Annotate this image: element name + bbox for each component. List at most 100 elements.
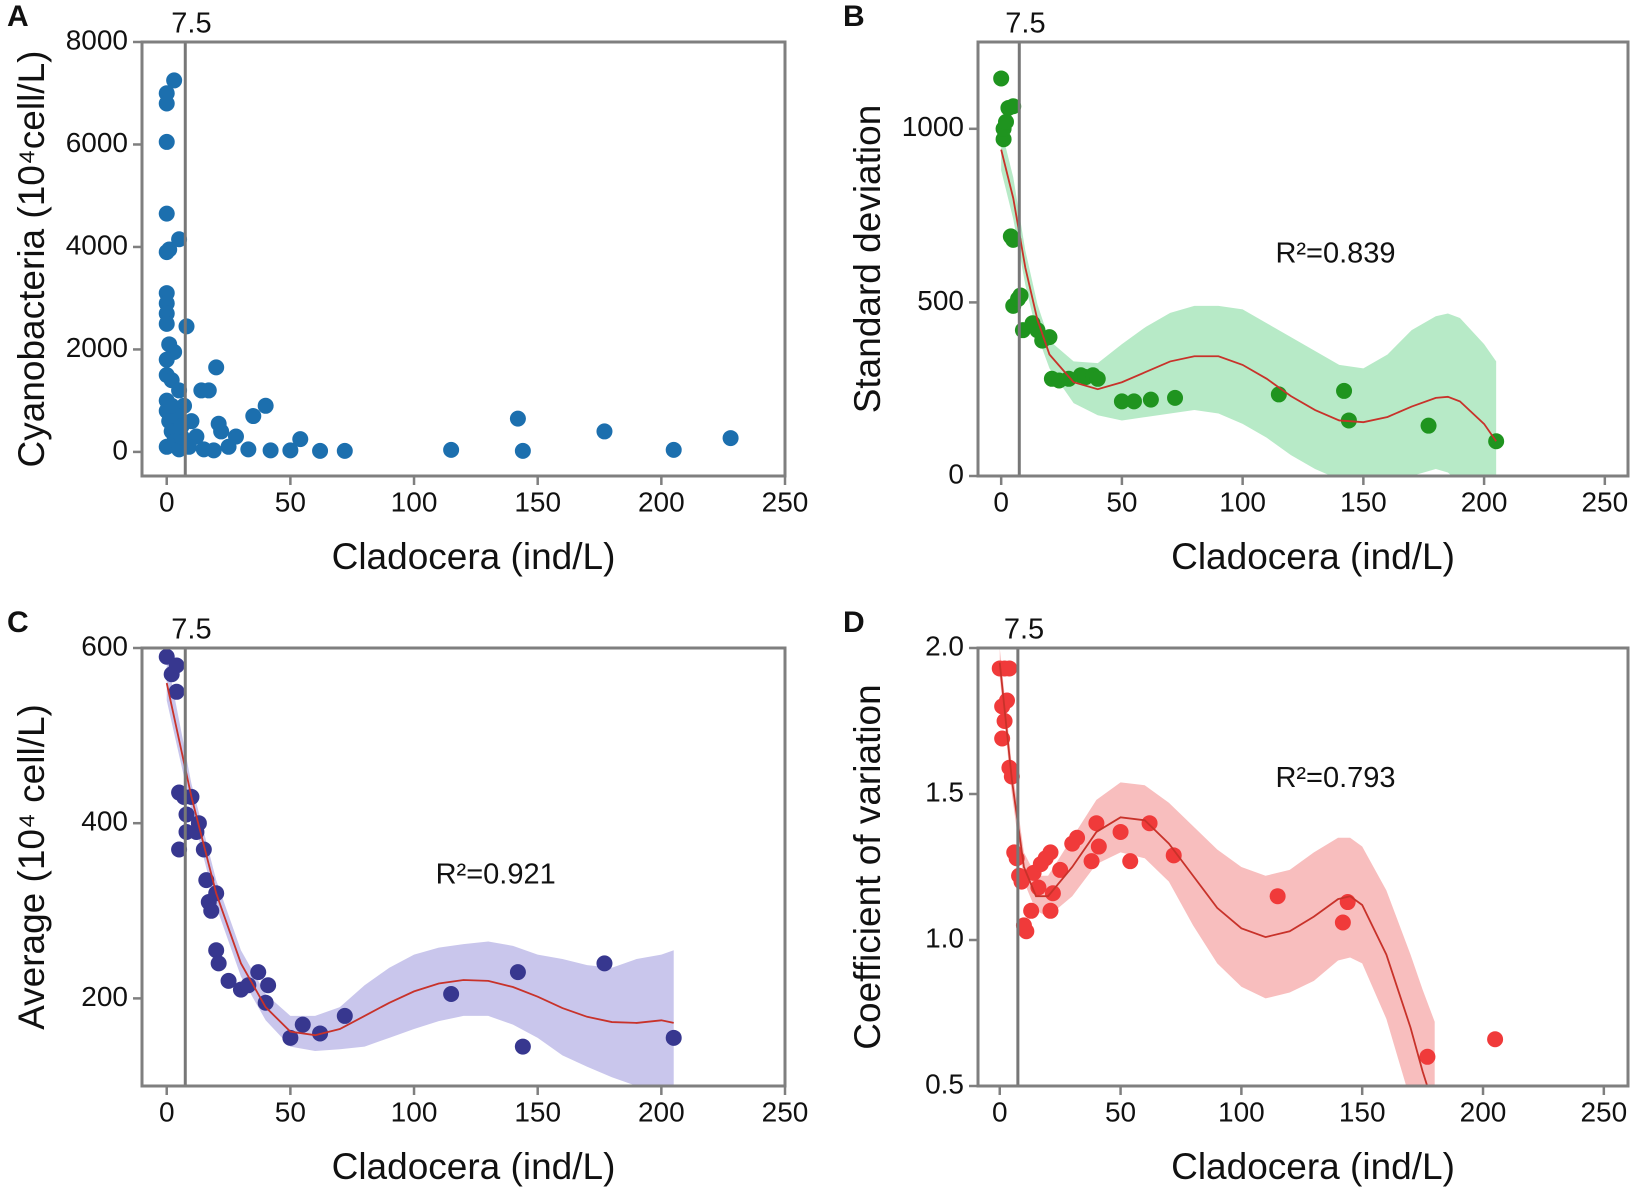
data-point xyxy=(1005,98,1022,115)
reference-label: 7.5 xyxy=(1004,614,1044,646)
y-tick-label: 600 xyxy=(81,630,128,661)
data-point xyxy=(1270,386,1287,403)
data-point xyxy=(443,441,460,458)
data-point xyxy=(240,977,257,994)
data-point xyxy=(158,438,175,455)
x-tick-label: 100 xyxy=(1218,1096,1265,1127)
reference-label: 7.5 xyxy=(171,8,211,40)
data-point xyxy=(993,70,1010,87)
data-point xyxy=(240,441,257,458)
x-tick-label: 150 xyxy=(514,486,561,517)
data-point xyxy=(208,359,225,376)
data-point xyxy=(213,423,230,440)
data-point xyxy=(509,410,526,427)
confidence-band xyxy=(999,648,1435,1086)
data-point xyxy=(292,431,309,448)
data-point xyxy=(171,231,188,248)
plot-frame xyxy=(140,646,787,1088)
x-tick-label: 50 xyxy=(1105,1096,1136,1127)
y-tick-label: 1000 xyxy=(902,111,964,142)
data-point xyxy=(998,692,1015,709)
data-point xyxy=(158,244,175,261)
data-point xyxy=(1141,815,1158,832)
data-point xyxy=(1420,417,1437,434)
y-tick-label: 4000 xyxy=(66,229,128,260)
x-axis-label: Cladocera (ind/L) xyxy=(332,1146,616,1187)
x-tick-label: 100 xyxy=(391,1096,438,1127)
fit-line xyxy=(1000,149,1497,442)
x-tick-label: 150 xyxy=(1340,486,1387,517)
data-point xyxy=(203,902,220,919)
data-point xyxy=(665,1029,682,1046)
data-point xyxy=(1167,389,1184,406)
data-point xyxy=(1487,1031,1504,1048)
data-point xyxy=(1269,888,1286,905)
x-tick-label: 0 xyxy=(992,1096,1008,1127)
y-tick-label: 1.5 xyxy=(925,776,964,807)
data-point xyxy=(171,382,188,399)
fit-line xyxy=(998,662,1429,1086)
data-point xyxy=(1142,391,1159,408)
x-tick-label: 100 xyxy=(391,486,438,517)
data-point xyxy=(1090,838,1107,855)
data-point xyxy=(257,397,274,414)
data-point xyxy=(1336,382,1353,399)
data-point xyxy=(998,113,1015,130)
panel: B 7.5 R²=0.839 0 50 100 150 200 250 0 500 1000 Clado… xyxy=(843,0,1630,577)
data-point xyxy=(1005,231,1022,248)
y-axis-label: Average (10⁴ cell/L) xyxy=(11,704,52,1030)
data-point xyxy=(158,205,175,222)
y-tick-label: 500 xyxy=(917,285,964,316)
data-point xyxy=(1060,370,1077,387)
data-point xyxy=(198,872,215,889)
reference-label: 7.5 xyxy=(1005,8,1045,40)
data-point xyxy=(1042,902,1059,919)
y-axis-label: Cyanobacteria (10⁴cell/L) xyxy=(11,51,52,468)
data-point xyxy=(245,408,262,425)
data-point xyxy=(1018,923,1035,940)
x-tick-label: 0 xyxy=(993,486,1009,517)
data-point xyxy=(227,428,244,445)
x-tick-label: 200 xyxy=(638,1096,685,1127)
data-point xyxy=(210,955,227,972)
data-point xyxy=(1165,847,1182,864)
plot-area xyxy=(993,70,1505,476)
x-axis-label: Cladocera (ind/L) xyxy=(1171,536,1455,577)
data-point xyxy=(596,423,613,440)
y-tick-label: 1.0 xyxy=(925,922,964,953)
data-point xyxy=(1419,1048,1436,1065)
data-point xyxy=(336,442,353,459)
x-tick-label: 200 xyxy=(1460,1096,1507,1127)
y-tick-label: 200 xyxy=(81,981,128,1012)
plot-area xyxy=(158,648,682,1086)
y-tick-label: 0 xyxy=(948,458,964,489)
x-tick-label: 250 xyxy=(1580,1096,1627,1127)
data-point xyxy=(1112,823,1129,840)
x-tick-label: 200 xyxy=(638,486,685,517)
x-tick-label: 100 xyxy=(1219,486,1266,517)
data-point xyxy=(163,397,180,414)
x-axis-label: Cladocera (ind/L) xyxy=(1171,1146,1455,1187)
data-point xyxy=(1052,861,1069,878)
data-point xyxy=(158,133,175,150)
data-point xyxy=(1042,844,1059,861)
r-squared: R²=0.793 xyxy=(1275,762,1395,794)
data-point xyxy=(158,351,175,368)
x-tick-label: 250 xyxy=(762,1096,809,1127)
r-squared: R²=0.921 xyxy=(436,858,556,890)
plot-frame xyxy=(976,646,1630,1088)
data-point xyxy=(195,841,212,858)
panel-label: B xyxy=(843,0,865,33)
data-point xyxy=(665,441,682,458)
x-tick-label: 150 xyxy=(1339,1096,1386,1127)
x-tick-label: 150 xyxy=(514,1096,561,1127)
data-point xyxy=(312,442,329,459)
data-point xyxy=(220,972,237,989)
data-point xyxy=(1083,853,1100,870)
x-tick-label: 0 xyxy=(159,1096,175,1127)
plot-frame xyxy=(140,40,787,478)
panel-label: A xyxy=(7,0,29,33)
r-squared: R²=0.839 xyxy=(1275,237,1395,269)
data-point xyxy=(996,713,1013,729)
